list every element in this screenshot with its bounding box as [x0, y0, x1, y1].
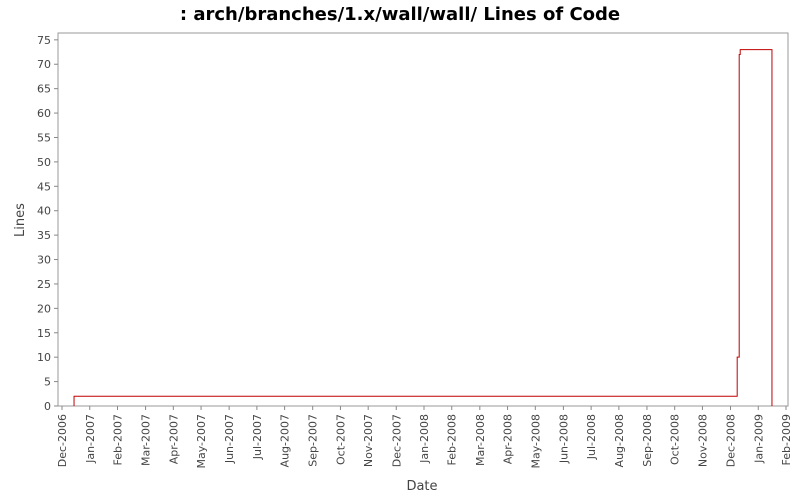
y-tick-label: 40: [37, 205, 51, 218]
y-tick-label: 30: [37, 254, 51, 267]
y-tick-label: 20: [37, 302, 51, 315]
x-tick-label: Oct-2007: [334, 414, 347, 465]
x-tick-label: Nov-2007: [362, 414, 375, 467]
x-tick-label: Sep-2007: [307, 414, 320, 467]
x-axis-label: Date: [406, 479, 437, 494]
x-tick-label: Oct-2008: [669, 414, 682, 465]
x-tick-label: Jul-2007: [251, 414, 264, 460]
y-tick-label: 0: [44, 400, 51, 413]
x-tick-label: Sep-2008: [641, 414, 654, 467]
y-tick-label: 35: [37, 229, 51, 242]
x-tick-label: May-2007: [195, 414, 208, 469]
data-line: [73, 49, 773, 406]
y-tick-label: 60: [37, 107, 51, 120]
x-tick-label: Apr-2007: [167, 414, 180, 464]
y-tick-label: 55: [37, 131, 51, 144]
x-tick-label: Dec-2008: [725, 414, 738, 467]
x-tick-label: Apr-2008: [502, 414, 515, 464]
y-tick-label: 75: [37, 34, 51, 47]
y-tick-label: 10: [37, 351, 51, 364]
x-tick-label: Jan-2007: [84, 414, 97, 464]
x-tick-label: Aug-2008: [613, 414, 626, 467]
x-tick-label: Feb-2009: [780, 414, 793, 465]
y-tick-label: 5: [44, 376, 51, 389]
y-axis-label: Lines: [13, 203, 28, 237]
x-tick-label: Jan-2009: [752, 414, 765, 464]
x-tick-label: Dec-2007: [390, 414, 403, 467]
y-tick-label: 25: [37, 278, 51, 291]
x-tick-label: Aug-2007: [279, 414, 292, 467]
chart-title: : arch/branches/1.x/wall/wall/ Lines of …: [180, 4, 620, 25]
y-tick-label: 65: [37, 83, 51, 96]
x-tick-label: Jan-2008: [418, 414, 431, 464]
plot-area: [57, 32, 789, 407]
x-tick-label: Feb-2008: [446, 414, 459, 465]
x-tick-label: Jun-2007: [223, 414, 236, 464]
x-tick-label: Jul-2008: [585, 414, 598, 460]
y-tick-label: 45: [37, 180, 51, 193]
y-tick-label: 70: [37, 58, 51, 71]
y-tick-label: 15: [37, 327, 51, 340]
x-tick-label: Nov-2008: [696, 414, 709, 467]
x-tick-label: Mar-2007: [140, 414, 153, 466]
x-tick-label: Dec-2006: [56, 414, 69, 467]
x-tick-label: Feb-2007: [111, 414, 124, 465]
x-tick-label: May-2008: [529, 414, 542, 469]
y-tick-label: 50: [37, 156, 51, 169]
x-tick-label: Jun-2008: [557, 414, 570, 464]
x-tick-label: Mar-2008: [474, 414, 487, 466]
